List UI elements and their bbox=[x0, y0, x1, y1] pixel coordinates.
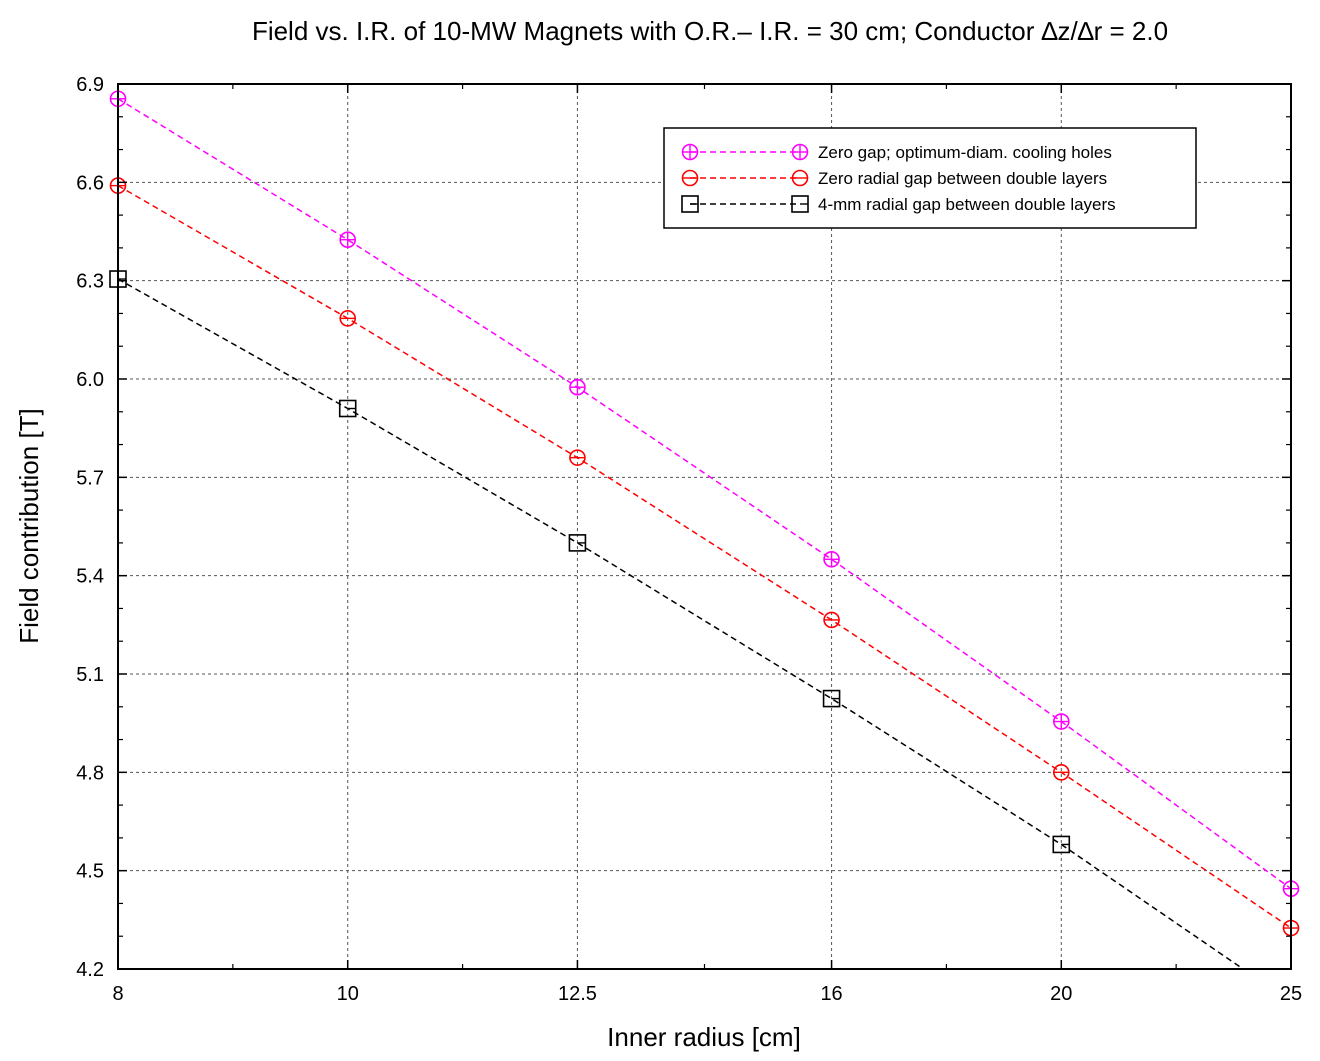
legend: Zero gap; optimum-diam. cooling holes Zer… bbox=[663, 127, 1197, 229]
x-tick-label: 20 bbox=[1050, 983, 1072, 1005]
legend-label: Zero gap; optimum-diam. cooling holes bbox=[818, 143, 1112, 162]
tick-labels: 8 10 12.5 16 20 25 4.2 4.5 4.8 5.1 5.4 5.7 6.0 6.3 6.6… bbox=[76, 74, 1302, 1005]
y-tick-label: 4.8 bbox=[76, 762, 104, 784]
series-line bbox=[117, 184, 1292, 929]
y-axis-label: Field contribution [T] bbox=[14, 408, 44, 644]
y-tick-label: 4.2 bbox=[76, 959, 104, 981]
series-2 bbox=[109, 177, 1300, 937]
series-3 bbox=[109, 270, 1245, 969]
y-tick-label: 5.7 bbox=[76, 467, 104, 489]
chart-title: Field vs. I.R. of 10-MW Magnets with O.R… bbox=[252, 16, 1168, 46]
series-layer bbox=[109, 90, 1300, 969]
y-tick-label: 5.1 bbox=[76, 664, 104, 686]
y-tick-label: 6.9 bbox=[76, 74, 104, 96]
y-tick-label: 5.4 bbox=[76, 566, 104, 588]
x-tick-label: 16 bbox=[820, 983, 842, 1005]
series-line bbox=[117, 278, 1245, 969]
y-tick-label: 6.0 bbox=[76, 369, 104, 391]
y-tick-label: 6.6 bbox=[76, 172, 104, 194]
x-tick-label: 10 bbox=[337, 983, 359, 1005]
y-tick-label: 6.3 bbox=[76, 271, 104, 293]
series-line bbox=[117, 98, 1292, 890]
legend-label: Zero radial gap between double layers bbox=[818, 169, 1107, 188]
x-tick-label: 8 bbox=[112, 983, 123, 1005]
series-1 bbox=[109, 90, 1300, 897]
y-tick-label: 4.5 bbox=[76, 861, 104, 883]
x-tick-label: 12.5 bbox=[558, 983, 597, 1005]
x-axis-label: Inner radius [cm] bbox=[607, 1022, 801, 1052]
axis-ticks bbox=[117, 83, 1292, 970]
x-tick-label: 25 bbox=[1280, 983, 1302, 1005]
legend-label: 4-mm radial gap between double layers bbox=[818, 195, 1116, 214]
